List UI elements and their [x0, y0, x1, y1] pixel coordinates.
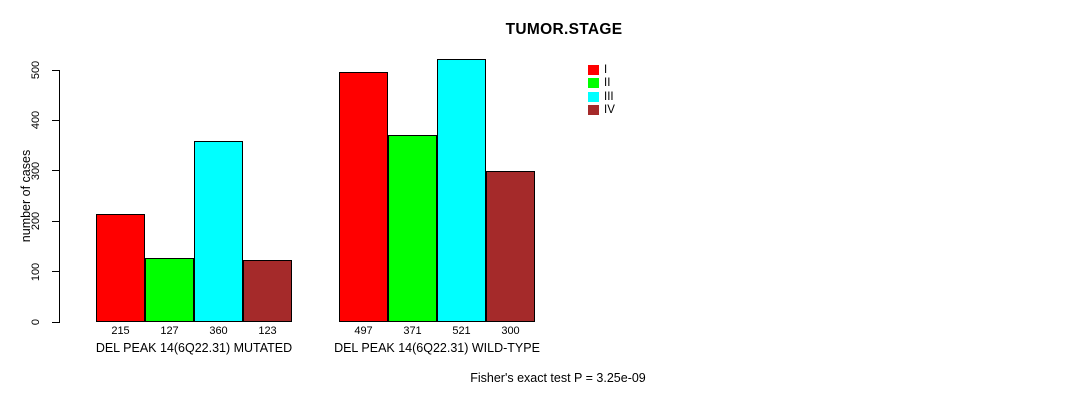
legend-label-III: III — [604, 90, 614, 103]
bar-stage-IV-mutated — [243, 260, 292, 322]
bar-stage-II-mutated — [145, 257, 194, 322]
legend-label-IV: IV — [604, 104, 615, 117]
bar-stage-IV-wild-type — [486, 170, 535, 322]
y-axis-line — [59, 70, 60, 323]
y-tick-mark — [52, 271, 59, 273]
legend-label-II: II — [604, 77, 611, 90]
bar-value-label: 360 — [209, 325, 228, 337]
legend-label-I: I — [604, 64, 608, 76]
y-tick-label: 400 — [30, 111, 42, 130]
bar-value-label: 215 — [111, 325, 130, 337]
bar-stage-III-mutated — [194, 140, 243, 322]
legend-item-III: III — [588, 90, 614, 103]
group-label-mutated: DEL PEAK 14(6Q22.31) MUTATED — [95, 341, 293, 355]
y-tick-label: 500 — [30, 60, 42, 80]
bar-value-label: 497 — [354, 325, 373, 337]
legend-swatch-II — [588, 78, 599, 89]
fisher-test-annotation: Fisher's exact test P = 3.25e-09 — [470, 371, 646, 385]
bar-stage-III-wild-type — [437, 59, 486, 322]
legend-swatch-III — [588, 91, 599, 102]
legend-swatch-I — [588, 65, 599, 75]
legend-item-IV: IV — [588, 104, 615, 117]
legend-swatch-IV — [588, 105, 599, 116]
bar-value-label: 127 — [160, 325, 179, 337]
bar-stage-I-wild-type — [339, 71, 388, 322]
bar-value-label: 300 — [501, 325, 520, 337]
y-tick-label: 0 — [30, 318, 42, 326]
bar-stage-I-mutated — [96, 213, 145, 322]
y-tick-mark — [52, 321, 59, 323]
legend-item-II: II — [588, 77, 611, 90]
y-tick-label: 200 — [30, 212, 42, 231]
bar-value-label: 521 — [452, 325, 471, 337]
legend-item-I: I — [588, 64, 608, 76]
y-tick-mark — [52, 220, 59, 222]
bar-stage-II-wild-type — [388, 135, 437, 322]
y-tick-mark — [52, 69, 59, 71]
bar-value-label: 123 — [258, 325, 277, 337]
y-tick-label: 100 — [30, 262, 42, 281]
bar-value-label: 371 — [403, 325, 422, 337]
chart-title: TUMOR.STAGE — [505, 21, 623, 38]
group-label-wild-type: DEL PEAK 14(6Q22.31) WILD-TYPE — [334, 341, 540, 355]
y-tick-mark — [52, 119, 59, 121]
y-tick-mark — [52, 170, 59, 172]
y-tick-label: 300 — [30, 161, 42, 180]
